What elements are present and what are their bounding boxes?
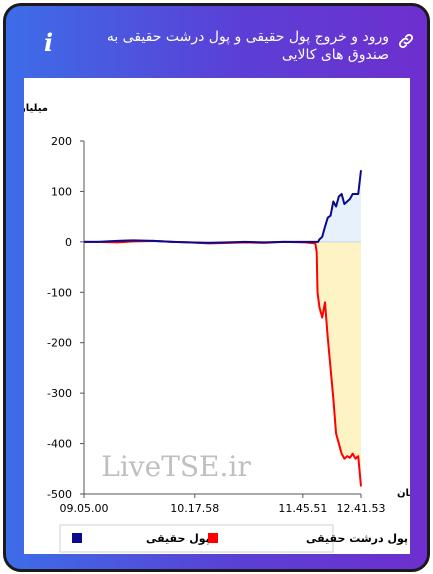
legend-item-real-money[interactable]: پول حقیقی <box>72 532 210 545</box>
y-tick-label: -400 <box>47 438 72 451</box>
legend-label-real-money: پول حقیقی <box>146 532 210 545</box>
y-tick-label: 200 <box>51 135 72 148</box>
chart-card: i ورود و خروج پول حقیقی و پول درشت حقیقی… <box>3 3 430 572</box>
chart-svg: میلیارد تومان زمان LiveTSE.ir 200 100 0 -10… <box>6 103 421 553</box>
legend-box <box>59 524 334 553</box>
legend-item-big-real-money[interactable]: پول درشت حقیقی <box>208 532 408 545</box>
chart-panel: میلیارد تومان زمان LiveTSE.ir 200 100 0 -10… <box>6 78 421 554</box>
x-tick-label: 09.05.00 <box>60 502 109 515</box>
series-area-2 <box>315 241 361 487</box>
y-tick-label: -200 <box>47 337 72 350</box>
chart-title: ورود و خروج پول حقیقی و پول درشت حقیقی ب… <box>106 29 389 63</box>
legend-label-big-real-money: پول درشت حقیقی <box>306 532 408 545</box>
info-icon[interactable]: i <box>44 28 54 57</box>
legend-swatch-big-real-money <box>208 533 218 543</box>
x-axis-title: زمان <box>397 488 410 499</box>
y-tick-label: -100 <box>47 286 72 299</box>
series-area-1 <box>318 170 361 242</box>
series-line-1[interactable] <box>84 170 362 244</box>
y-tick-label: 0 <box>65 236 72 249</box>
x-tick-label: 12.41.53 <box>337 502 386 515</box>
legend-swatch-real-money <box>72 533 82 543</box>
y-axis-title: میلیارد تومان <box>24 103 48 114</box>
y-tick-label: -500 <box>47 488 72 501</box>
link-icon[interactable] <box>397 32 415 50</box>
x-tick-label: 10.17.58 <box>170 502 219 515</box>
y-tick-label: -300 <box>47 387 72 400</box>
watermark: LiveTSE.ir <box>101 450 251 483</box>
card-header: i ورود و خروج پول حقیقی و پول درشت حقیقی… <box>6 6 427 78</box>
x-tick-label: 11.45.51 <box>278 502 327 515</box>
y-tick-label: 100 <box>51 185 72 198</box>
